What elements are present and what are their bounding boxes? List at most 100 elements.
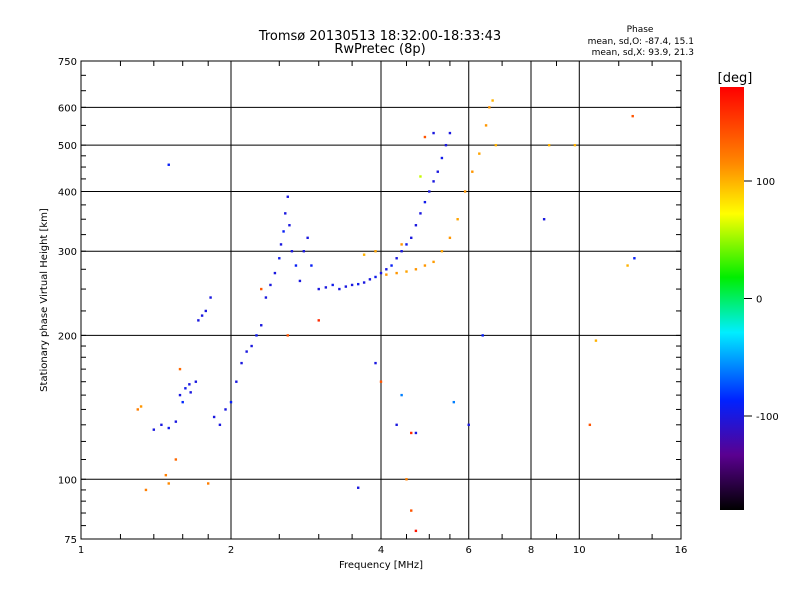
data-point <box>250 344 253 348</box>
data-point <box>374 250 377 253</box>
data-point <box>471 170 474 173</box>
data-point <box>400 393 403 397</box>
axis-ticks <box>81 60 681 539</box>
data-point <box>390 264 393 267</box>
data-point <box>444 143 448 147</box>
chart-title: Tromsø 20130513 18:32:00-18:33:43 <box>258 29 501 44</box>
data-point <box>224 408 227 411</box>
y-tick-label: 300 <box>58 247 77 258</box>
x-tick-label: 2 <box>228 545 234 556</box>
data-point <box>385 273 388 276</box>
data-point <box>428 190 431 193</box>
data-point <box>229 400 233 404</box>
data-point <box>235 380 238 383</box>
x-tick-label: 1 <box>78 545 84 556</box>
data-point <box>331 283 334 287</box>
y-tick-label: 100 <box>58 475 77 486</box>
data-point <box>344 285 348 288</box>
data-point <box>491 99 494 102</box>
data-point <box>374 361 377 365</box>
data-point <box>400 250 403 253</box>
data-point <box>245 350 248 353</box>
data-point <box>298 279 302 283</box>
data-point <box>484 124 488 127</box>
chart-subtitle: RwPretec (8p) <box>334 42 425 57</box>
data-point <box>573 143 577 147</box>
data-point <box>456 218 459 221</box>
data-point <box>395 257 398 260</box>
grid-lines <box>81 61 681 539</box>
data-point <box>178 367 182 371</box>
data-point <box>194 380 198 383</box>
data-point <box>306 236 309 240</box>
data-point <box>405 478 408 481</box>
data-point <box>432 131 435 135</box>
data-point <box>167 163 170 166</box>
data-point <box>594 339 598 342</box>
data-point <box>379 380 383 383</box>
data-point <box>218 423 222 427</box>
x-tick-labels: 1 2 4 6 8 10 16 <box>78 545 688 556</box>
data-point <box>410 236 413 240</box>
data-point <box>395 271 398 275</box>
data-point <box>279 243 283 246</box>
data-point <box>139 405 143 408</box>
data-point <box>432 180 435 183</box>
colorbar-tick-label: -100 <box>756 412 779 423</box>
data-point <box>440 156 444 160</box>
data-point <box>209 296 212 299</box>
data-point <box>188 383 191 386</box>
data-point <box>494 143 498 147</box>
data-point <box>405 243 408 246</box>
data-point <box>317 287 320 291</box>
data-point <box>278 257 281 260</box>
data-point <box>452 400 456 404</box>
colorbar-label: [deg] <box>718 71 753 86</box>
data-point <box>542 218 546 221</box>
data-point <box>174 458 178 461</box>
data-point <box>288 224 291 227</box>
data-point <box>310 264 313 267</box>
y-tick-label: 750 <box>58 57 77 68</box>
y-tick-label: 75 <box>64 535 77 546</box>
data-point <box>414 268 418 271</box>
y-tick-label: 600 <box>58 103 77 114</box>
data-point <box>356 486 360 489</box>
data-point <box>631 114 634 118</box>
data-point <box>368 278 372 281</box>
data-point <box>264 296 268 299</box>
data-point <box>350 283 354 287</box>
data-point <box>410 509 413 512</box>
x-axis-label: Frequency [MHz] <box>339 560 423 571</box>
data-point <box>423 135 427 139</box>
data-points <box>136 99 636 533</box>
data-point <box>481 334 484 337</box>
data-point <box>181 400 184 404</box>
x-tick-label: 4 <box>378 545 384 556</box>
y-axis-label: Stationary phase Virtual Height [km] <box>39 208 50 392</box>
data-point <box>488 106 491 109</box>
data-point <box>204 309 207 313</box>
data-point <box>410 431 413 435</box>
data-point <box>167 482 170 485</box>
data-point <box>324 286 328 289</box>
data-point <box>356 282 360 286</box>
data-point <box>286 334 289 337</box>
data-point <box>282 230 285 233</box>
data-point <box>273 271 277 275</box>
data-point <box>317 319 320 322</box>
data-point <box>302 250 306 253</box>
y-tick-label: 500 <box>58 141 77 152</box>
data-point <box>436 170 439 173</box>
data-point <box>240 361 243 365</box>
data-point <box>374 275 377 279</box>
data-point <box>379 271 383 275</box>
data-point <box>385 268 388 271</box>
y-tick-labels: 75 100 200 300 400 500 600 750 <box>58 57 77 546</box>
data-point <box>414 224 418 227</box>
data-point <box>423 200 427 204</box>
x-tick-label: 8 <box>528 545 534 556</box>
data-point <box>144 488 148 492</box>
data-point <box>212 415 216 419</box>
data-point <box>164 473 168 477</box>
